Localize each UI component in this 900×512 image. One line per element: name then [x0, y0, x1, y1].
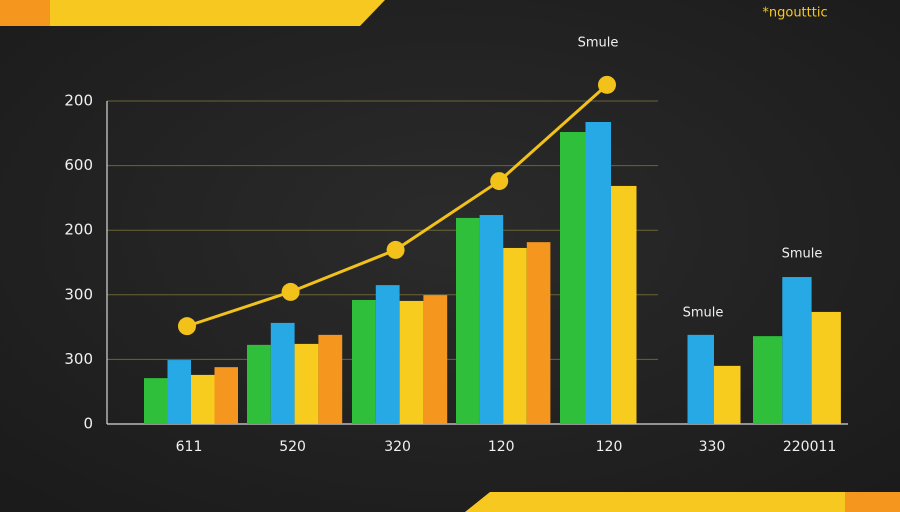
- bar: [503, 247, 527, 424]
- bar: [585, 121, 611, 425]
- trend-point: [178, 317, 196, 336]
- x-tick-label: 611: [176, 439, 203, 455]
- bottom-band-accent: [845, 492, 900, 512]
- bar: [423, 295, 448, 424]
- bar: [687, 334, 714, 424]
- bar: [611, 185, 637, 424]
- trend-point: [386, 240, 405, 259]
- bar: [782, 277, 812, 424]
- bar: [214, 367, 238, 424]
- x-tick-label: 120: [596, 439, 623, 455]
- bar: [294, 343, 319, 424]
- bar: [144, 378, 168, 424]
- x-tick-label: 330: [699, 439, 726, 455]
- bar: [375, 285, 400, 424]
- bar: [191, 374, 215, 424]
- top-band-accent: [0, 0, 50, 26]
- bar: [352, 299, 376, 424]
- y-tick-label: 0: [83, 415, 93, 433]
- annotation: Smule: [683, 306, 724, 321]
- trend-point: [490, 172, 509, 191]
- x-tick-label: 120: [488, 439, 515, 455]
- bar: [811, 311, 841, 424]
- x-tick-label: 220011: [783, 439, 836, 455]
- trend-point: [281, 282, 300, 301]
- top-band: [0, 0, 385, 26]
- y-tick-label: 300: [64, 350, 93, 368]
- bar: [753, 336, 783, 424]
- bottom-band: [465, 492, 900, 512]
- y-tick-label: 200: [64, 221, 93, 239]
- y-tick-label: 300: [64, 285, 93, 303]
- bar: [456, 217, 480, 424]
- bar: [247, 344, 271, 424]
- y-tick-label: 600: [64, 156, 93, 174]
- bar: [526, 242, 551, 424]
- bar: [479, 215, 504, 424]
- bar: [270, 322, 295, 424]
- corner-text: *ngoutttic: [762, 6, 827, 21]
- bar: [714, 365, 741, 424]
- bar: [167, 360, 191, 424]
- x-tick-label: 520: [279, 439, 306, 455]
- bar: [560, 132, 586, 424]
- y-tick-label: 200: [64, 92, 93, 110]
- annotation: Smule: [578, 36, 619, 51]
- trend-point: [598, 75, 616, 94]
- bar: [318, 334, 343, 424]
- x-tick-label: 320: [384, 439, 411, 455]
- annotation: Smule: [782, 247, 823, 262]
- bar: [399, 300, 424, 424]
